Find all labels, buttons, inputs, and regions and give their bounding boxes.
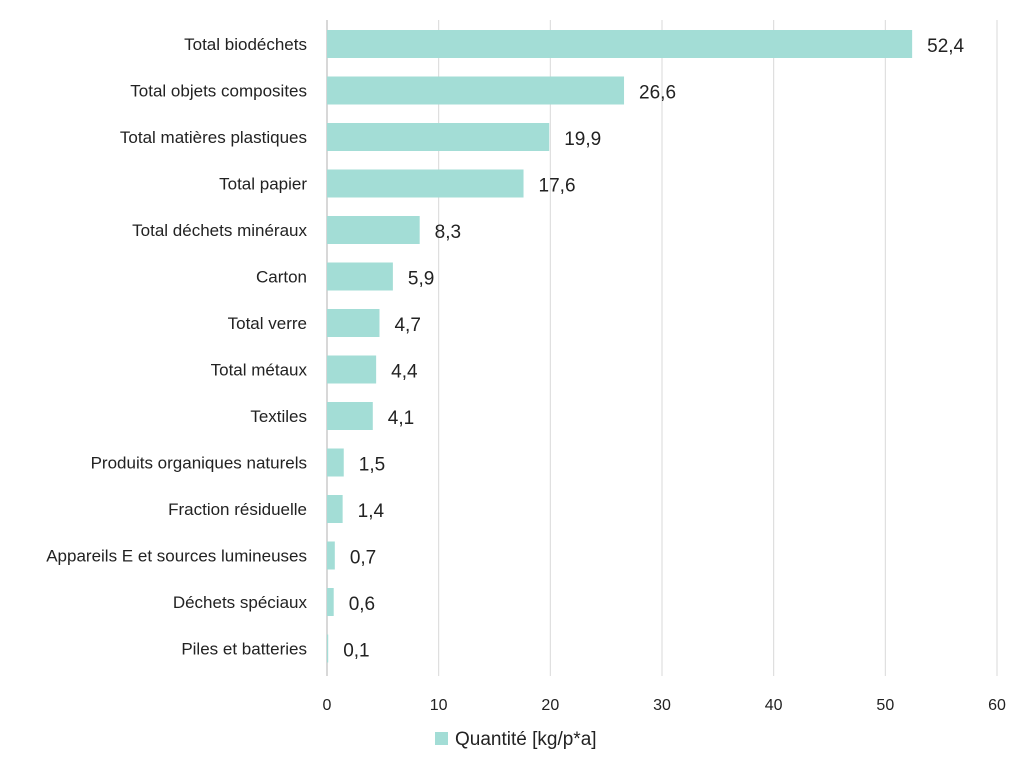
- category-label: Total métaux: [211, 361, 308, 380]
- category-label: Carton: [256, 268, 307, 287]
- category-label: Textiles: [250, 407, 307, 426]
- category-label: Fraction résiduelle: [168, 500, 307, 519]
- data-label: 5,9: [408, 269, 434, 290]
- category-label: Piles et batteries: [181, 640, 307, 659]
- bar: [327, 262, 393, 291]
- legend: Quantité [kg/p*a]: [435, 729, 597, 750]
- bar: [327, 541, 335, 570]
- gridlines: [326, 20, 998, 676]
- category-label: Total biodéchets: [184, 35, 307, 54]
- bar: [327, 309, 380, 337]
- x-tick-label: 30: [653, 697, 671, 714]
- data-label: 0,6: [349, 594, 375, 615]
- x-tick-label: 60: [988, 697, 1006, 714]
- bar: [327, 634, 329, 663]
- x-tick-label: 20: [541, 697, 559, 714]
- x-tick-label: 40: [765, 697, 783, 714]
- data-label: 17,6: [539, 176, 576, 197]
- data-label: 1,5: [359, 455, 385, 476]
- data-label: 4,7: [394, 315, 420, 336]
- data-label: 0,1: [343, 641, 369, 662]
- bar: [327, 448, 344, 477]
- value-labels: 52,4 26,6 19,9 17,6 8,3 5,9 4,7 4,4 4,1 1,5 1,4 0,7…: [343, 36, 964, 662]
- category-label: Déchets spéciaux: [173, 593, 308, 612]
- bar: [327, 123, 550, 151]
- bar: [327, 355, 377, 384]
- data-label: 19,9: [564, 129, 601, 150]
- category-label: Total déchets minéraux: [132, 221, 307, 240]
- data-label: 8,3: [435, 222, 461, 243]
- category-label: Total verre: [228, 314, 307, 333]
- bar: [327, 30, 913, 58]
- category-label: Total papier: [219, 175, 307, 194]
- category-label: Total matières plastiques: [120, 128, 307, 147]
- category-label: Total objets composites: [130, 82, 307, 101]
- category-label: Produits organiques naturels: [91, 454, 307, 473]
- x-tick-label: 0: [323, 697, 332, 714]
- bar: [327, 76, 625, 105]
- bar: [327, 216, 420, 244]
- data-label: 4,1: [388, 408, 414, 429]
- bar: [327, 169, 524, 198]
- x-tick-label: 50: [876, 697, 894, 714]
- x-axis-ticks: 0 10 20 30 40 50 60: [323, 697, 1006, 714]
- bar: [327, 588, 334, 616]
- x-tick-label: 10: [430, 697, 448, 714]
- legend-label: Quantité [kg/p*a]: [455, 729, 597, 750]
- data-label: 52,4: [927, 36, 964, 57]
- data-label: 0,7: [350, 548, 376, 569]
- category-label: Appareils E et sources lumineuses: [46, 547, 307, 566]
- data-label: 4,4: [391, 362, 418, 383]
- data-label: 26,6: [639, 83, 676, 104]
- bars: [327, 30, 913, 663]
- data-label: 1,4: [358, 501, 385, 522]
- bar: [327, 402, 373, 430]
- category-labels: Total biodéchets Total objets composites T…: [46, 35, 307, 659]
- legend-swatch: [435, 732, 448, 745]
- bar: [327, 495, 343, 523]
